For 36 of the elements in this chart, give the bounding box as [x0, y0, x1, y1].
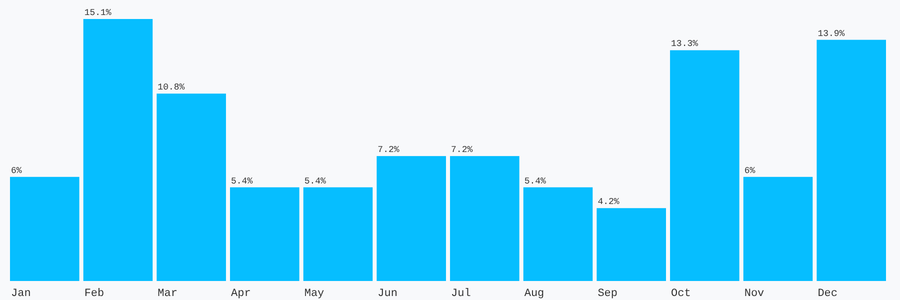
- x-tick-label: Aug: [524, 288, 544, 300]
- bar: [523, 187, 593, 281]
- bar: [670, 50, 740, 281]
- data-label: 5.4%: [524, 176, 547, 186]
- bar: [303, 187, 373, 281]
- x-tick-label: Apr: [231, 288, 251, 300]
- bar: [596, 208, 666, 281]
- data-label: 10.8%: [158, 82, 186, 93]
- bar: [743, 176, 813, 281]
- data-label: 5.4%: [231, 176, 254, 186]
- x-tick-label: Sep: [598, 288, 618, 300]
- bar: [10, 176, 80, 281]
- data-label: 15.1%: [84, 8, 112, 18]
- data-label: 7.2%: [451, 145, 474, 156]
- bar: [156, 94, 226, 281]
- data-label: 6%: [744, 166, 756, 176]
- bar: [816, 40, 886, 281]
- data-label: 13.3%: [671, 39, 699, 50]
- x-tick-label: Feb: [84, 288, 104, 300]
- x-tick-label: Jan: [11, 288, 31, 300]
- bar: [83, 19, 153, 281]
- data-label: 7.2%: [378, 145, 400, 156]
- data-label: 6%: [11, 166, 22, 176]
- bar: [450, 156, 520, 281]
- data-label: 4.2%: [598, 197, 620, 208]
- x-tick-label: Oct: [671, 288, 691, 300]
- data-label: 13.9%: [818, 28, 846, 39]
- x-tick-label: Jul: [451, 288, 471, 300]
- bar: [230, 187, 300, 281]
- x-tick-label: Jun: [378, 288, 398, 300]
- bar: [376, 156, 446, 281]
- data-label: 5.4%: [304, 176, 327, 186]
- x-tick-label: Nov: [744, 288, 765, 300]
- x-tick-label: May: [304, 288, 325, 300]
- x-tick-label: Mar: [158, 288, 178, 300]
- x-tick-label: Dec: [818, 288, 838, 300]
